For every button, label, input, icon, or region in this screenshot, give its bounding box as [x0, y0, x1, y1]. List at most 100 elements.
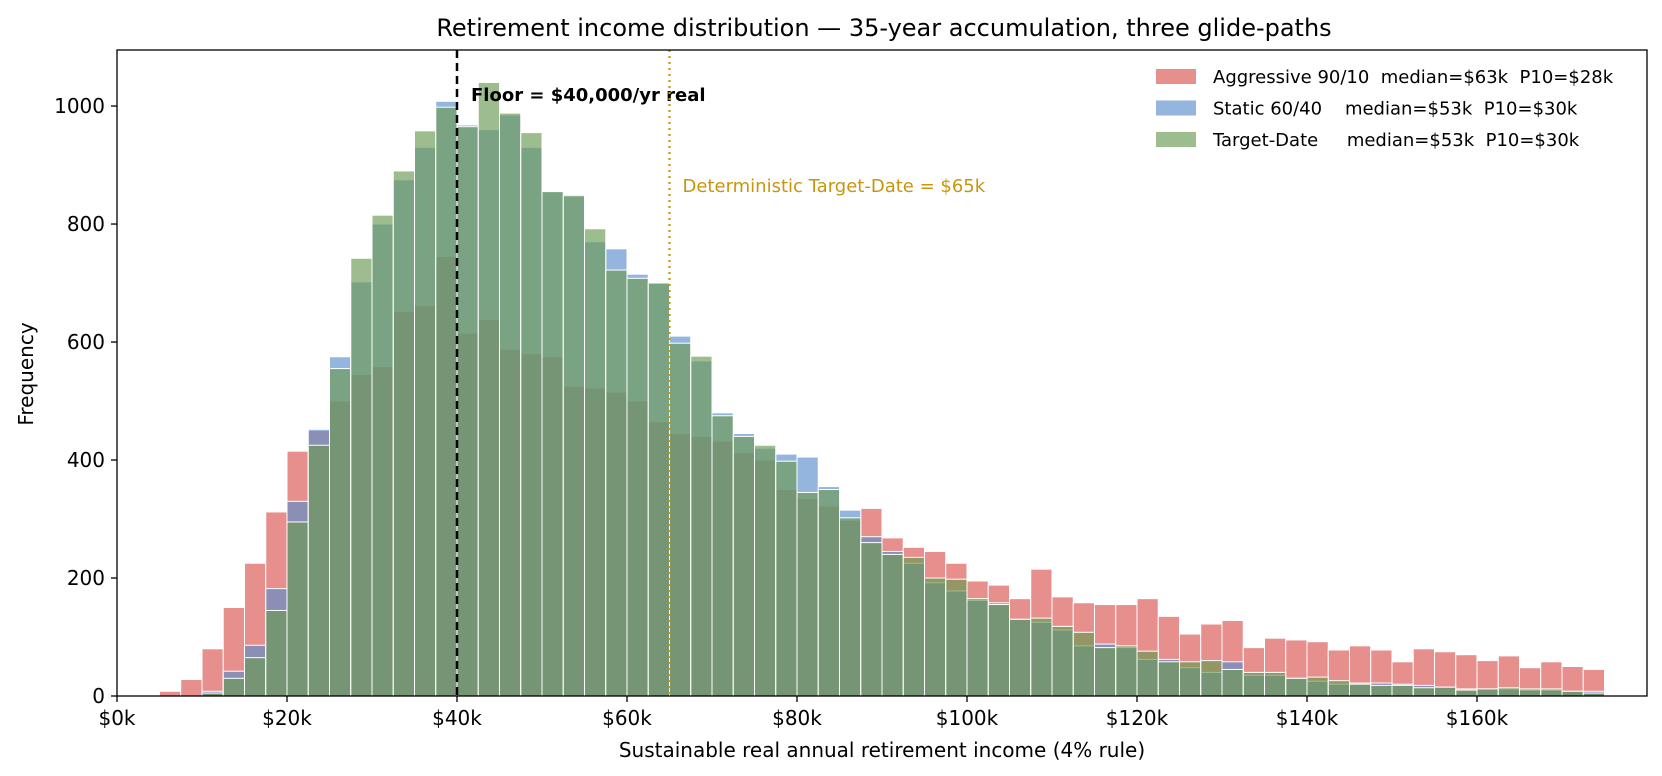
bar-series-3-bin-38 — [945, 578, 968, 696]
y-axis-label: Frequency — [14, 322, 38, 425]
bar-series-3-bin-16 — [477, 81, 500, 696]
bar-series-3-bin-58 — [1370, 684, 1393, 696]
bar-series-3-bin-59 — [1391, 684, 1414, 696]
bar-series-3-bin-15 — [456, 126, 479, 696]
bar-series-3-bin-20 — [562, 195, 585, 696]
target-date-annotation: Deterministic Target-Date = $65k — [683, 176, 986, 197]
bar-series-3-bin-21 — [584, 228, 607, 696]
bar-series-3-bin-22 — [605, 269, 628, 696]
bar-series-3-bin-45 — [1094, 647, 1117, 696]
bar-series-1-bin-3 — [201, 648, 224, 696]
bar-series-3-bin-47 — [1136, 650, 1159, 696]
bar-series-3-bin-18 — [520, 132, 543, 696]
x-tick-label: $100k — [936, 706, 999, 730]
floor-annotation: Floor = $40,000/yr real — [471, 85, 706, 106]
bar-series-3-bin-63 — [1476, 688, 1499, 696]
bar-series-3-bin-7 — [286, 521, 309, 696]
bar-series-3-bin-29 — [754, 444, 777, 696]
bar-series-3-bin-30 — [775, 460, 798, 696]
y-tick-label: 600 — [67, 330, 105, 354]
x-tick-label: $160k — [1446, 706, 1509, 730]
bar-series-3-bin-37 — [924, 577, 947, 696]
bar-series-3-bin-19 — [541, 191, 564, 696]
bar-series-3-bin-52 — [1242, 671, 1265, 696]
legend-swatch-1 — [1156, 69, 1196, 84]
bar-series-3-bin-34 — [860, 542, 883, 696]
bar-series-3-bin-55 — [1306, 676, 1329, 696]
y-axis-ticks: 0 200 400 600 800 1000 — [54, 94, 117, 708]
bar-series-3-bin-13 — [414, 130, 437, 696]
bar-series-3-bin-62 — [1455, 689, 1478, 696]
bar-series-3-bin-5 — [244, 657, 267, 696]
bar-series-3-bin-60 — [1412, 687, 1435, 696]
bar-series-3-bin-56 — [1327, 680, 1350, 696]
x-axis-label: Sustainable real annual retirement incom… — [619, 738, 1145, 762]
reference-lines-layer: Floor = $40,000/yr real Deterministic Tar… — [455, 50, 986, 696]
x-tick-label: $120k — [1106, 706, 1169, 730]
x-tick-label: $20k — [262, 706, 312, 730]
bar-series-3-bin-48 — [1157, 661, 1180, 696]
x-tick-label: $0k — [98, 706, 135, 730]
bar-series-3-bin-49 — [1179, 661, 1202, 696]
bar-series-3-bin-51 — [1221, 668, 1244, 696]
y-tick-label: 1000 — [54, 94, 105, 118]
x-tick-label: $60k — [602, 706, 652, 730]
y-tick-label: 200 — [67, 566, 105, 590]
y-tick-label: 0 — [92, 684, 105, 708]
bar-series-3-bin-67 — [1561, 690, 1584, 696]
bar-series-3-bin-41 — [1009, 618, 1032, 696]
bar-series-3-bin-61 — [1434, 686, 1457, 696]
plot-frame — [116, 49, 1648, 697]
bar-series-3-bin-24 — [647, 282, 670, 696]
bar-series-3-bin-11 — [371, 214, 394, 696]
bar-series-3-bin-12 — [392, 170, 415, 696]
x-tick-label: $140k — [1276, 706, 1339, 730]
bar-series-3-bin-26 — [690, 355, 713, 696]
legend-swatch-3 — [1156, 132, 1196, 147]
bar-series-3-bin-8 — [307, 444, 330, 696]
bar-series-3-bin-46 — [1115, 645, 1138, 696]
bar-series-1-bin-1 — [159, 690, 182, 696]
bar-series-3-bin-6 — [265, 609, 288, 696]
bar-series-3-bin-64 — [1497, 687, 1520, 696]
bar-series-3-bin-42 — [1030, 617, 1053, 696]
bar-series-3-bin-9 — [329, 368, 352, 696]
legend-label-3: Target-Date median=$53k P10=$30k — [1212, 130, 1580, 151]
bar-series-3-bin-36 — [902, 556, 925, 696]
bar-series-3-bin-33 — [839, 517, 862, 696]
bar-series-3-bin-66 — [1540, 688, 1563, 696]
legend-label-1: Aggressive 90/10 median=$63k P10=$28k — [1213, 67, 1614, 88]
legend: Aggressive 90/10 median=$63k P10=$28k Sta… — [1156, 67, 1614, 151]
x-axis-ticks: $0k $20k $40k $60k $80k $100k $120k $140k $160k — [98, 696, 1509, 730]
y-tick-label: 800 — [67, 212, 105, 236]
bars-layer — [159, 81, 1605, 696]
bar-series-3-bin-53 — [1264, 671, 1287, 696]
bar-series-3-bin-14 — [435, 106, 458, 696]
bar-series-3-bin-28 — [732, 435, 755, 696]
bar-series-3-bin-17 — [499, 112, 522, 696]
bar-series-3-bin-40 — [987, 604, 1010, 696]
x-tick-label: $40k — [432, 706, 482, 730]
bar-series-3-bin-39 — [966, 598, 989, 696]
y-tick-label: 400 — [67, 448, 105, 472]
bar-series-3-bin-27 — [711, 415, 734, 696]
bar-series-3-bin-65 — [1519, 688, 1542, 696]
bar-series-3-bin-54 — [1285, 677, 1308, 696]
bar-series-3-bin-57 — [1349, 683, 1372, 696]
bar-series-3-bin-50 — [1200, 660, 1223, 696]
legend-label-2: Static 60/40 median=$53k P10=$30k — [1213, 99, 1578, 120]
bar-series-3-bin-10 — [350, 257, 373, 696]
bar-series-3-bin-31 — [796, 491, 819, 696]
bar-series-3-bin-23 — [626, 277, 649, 696]
bar-series-3-bin-68 — [1582, 692, 1605, 696]
bar-series-3-bin-44 — [1072, 631, 1095, 696]
chart-title: Retirement income distribution — 35-year… — [436, 14, 1331, 42]
bar-series-3-bin-35 — [881, 553, 904, 696]
bar-series-3-bin-25 — [669, 342, 692, 696]
bar-series-3-bin-4 — [222, 677, 245, 696]
bar-series-1-bin-2 — [180, 678, 203, 696]
legend-swatch-2 — [1156, 100, 1196, 116]
x-tick-label: $80k — [772, 706, 822, 730]
bar-series-3-bin-43 — [1051, 625, 1074, 696]
